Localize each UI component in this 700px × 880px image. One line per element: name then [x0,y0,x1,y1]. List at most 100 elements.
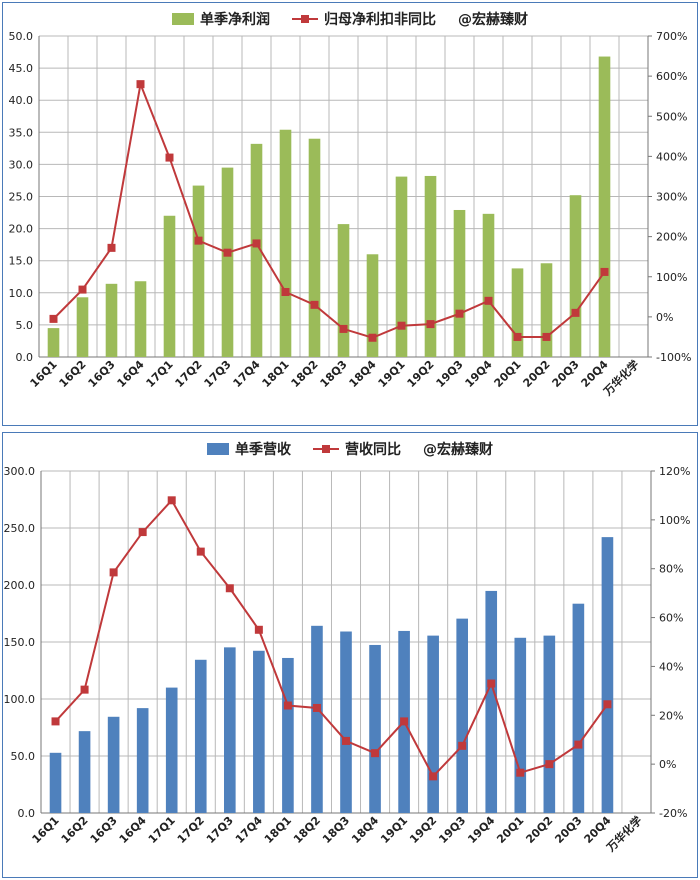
x-tick-label: 17Q1 [144,358,176,390]
y-tick-label-left: 0.0 [18,807,36,820]
bar [282,657,294,813]
series-line [54,498,609,779]
legend-bar-label: 单季营收 [235,442,291,458]
line-point [107,243,116,252]
x-tick-label: 17Q4 [231,358,263,390]
line-point [397,321,406,330]
y-tick-label-left: 45.0 [9,62,34,75]
line-point [400,717,409,726]
line-point [368,333,377,342]
chart-svg-revenue: 0.0 50.0 100.0 150.0 200.0 250.0 300.0 -20% 0% 20… [4,465,691,855]
bar [224,647,236,813]
y-tick-label-right: 0% [656,311,673,324]
y-tick-label-left: 100.0 [4,693,36,706]
bar [543,635,556,813]
legend-bar-swatch [172,13,194,25]
line-point [458,741,467,750]
y-tick-label-left: 250.0 [4,522,36,535]
bar [250,143,263,357]
line-point [196,547,205,556]
bar [569,195,582,357]
x-tick-label: 18Q2 [289,358,321,390]
bar [163,215,176,357]
series-line [52,80,606,339]
x-tick-label: 19Q3 [434,358,466,390]
y-tick-label-right: -20% [659,807,687,820]
line-point [542,332,551,341]
bar [514,637,527,813]
y-tick-label-right: 600% [656,70,687,83]
line-point [223,248,232,257]
x-tick-label: 16Q2 [57,358,89,390]
bar [78,731,91,813]
x-tick-label: 18Q3 [320,814,352,846]
line-point [165,153,174,162]
line-point [545,760,554,769]
line-point [109,568,118,577]
legend: 单季营收 营收同比 @宏赫臻财 [3,439,697,459]
legend-item-bar: 单季营收 [207,439,291,459]
line-point [600,267,609,276]
line-point [78,285,87,294]
y-tick-label-right: 100% [659,514,690,527]
bar [105,283,118,357]
bar [424,175,437,357]
line-point [574,740,583,749]
y-tick-label-left: 50.0 [11,750,36,763]
line-point [194,236,203,245]
line-point [310,300,319,309]
legend-bar-swatch [207,443,229,455]
bar [511,268,524,357]
x-tick-label: 20Q3 [552,814,584,846]
y-tick-label-right: 0% [659,758,676,771]
y-tick-label-left: 30.0 [9,158,34,171]
y-tick-label-left: 300.0 [4,465,36,478]
line-point [426,320,435,329]
x-tick-label: 16Q2 [59,814,91,846]
line-point [136,80,145,89]
x-tick-label: 18Q1 [260,358,292,390]
legend: 单季净利润 归母净利扣非同比 @宏赫臻财 [3,9,697,29]
line-point [571,308,580,317]
bar [47,328,60,357]
x-tick-label: 16Q4 [117,814,149,846]
y-tick-label-right: 60% [659,612,683,625]
line-point [283,701,292,710]
x-tick-label: 17Q3 [204,814,236,846]
y-tick-label-left: 0.0 [16,351,34,364]
line-point [513,332,522,341]
bar [192,185,205,357]
y-tick-label-left: 50.0 [9,30,34,43]
y-tick-label-right: 40% [659,660,683,673]
x-tick-label: 20Q2 [521,358,553,390]
line-point [429,772,438,781]
x-tick-label: 19Q1 [376,358,408,390]
x-tick-label: 19Q4 [465,814,497,846]
line-point [371,749,380,758]
legend-line-label: 归母净利扣非同比 [324,12,436,28]
y-tick-label-right: 500% [656,110,687,123]
bar [572,603,585,813]
line-point [80,685,89,694]
watermark-label: @宏赫臻财 [423,442,493,458]
bar [76,297,89,357]
watermark: @宏赫臻财 [423,439,493,459]
bar [194,659,207,813]
bar [601,537,614,813]
x-tick-label: 18Q3 [318,358,350,390]
line-point [138,528,147,537]
legend-item-bar: 单季净利润 [172,9,270,29]
y-tick-label-right: 100% [656,271,687,284]
y-tick-label-right: 300% [656,191,687,204]
y-tick-label-right: 120% [659,465,690,478]
bar [427,635,439,813]
legend-line-label: 营收同比 [345,442,401,458]
y-tick-label-right: 400% [656,150,687,163]
line-point [455,309,464,318]
bar [337,224,350,357]
legend-line-swatch [292,13,318,25]
bar [311,625,323,813]
y-tick-label-right: 700% [656,30,687,43]
y-tick-label-right: 200% [656,231,687,244]
x-tick-label: 17Q2 [173,358,205,390]
